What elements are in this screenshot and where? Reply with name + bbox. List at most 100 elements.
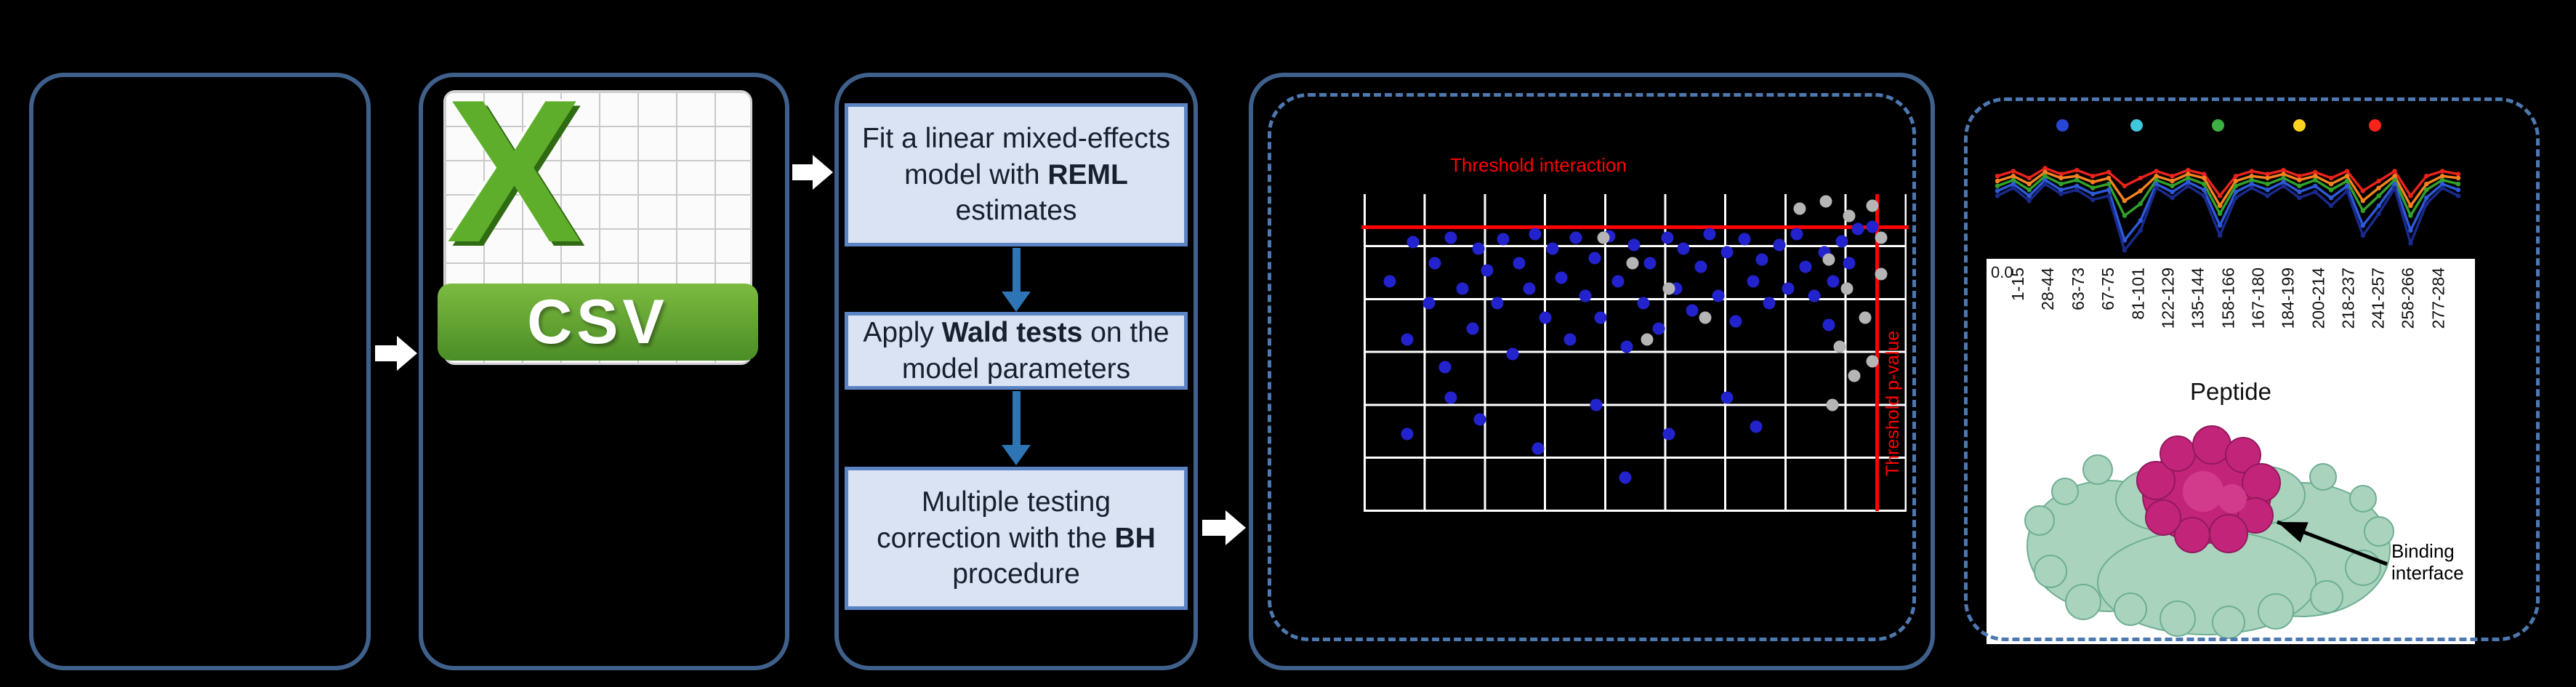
uptake-marker bbox=[2313, 174, 2318, 179]
peptide-tick: 1-15 bbox=[2008, 268, 2027, 302]
uptake-marker bbox=[2090, 191, 2096, 196]
peptide-tick: 167-180 bbox=[2248, 268, 2268, 329]
uptake-marker bbox=[2026, 181, 2032, 187]
uptake-marker bbox=[2170, 178, 2175, 184]
uptake-marker bbox=[2439, 177, 2445, 182]
peptide-tick: 158-166 bbox=[2218, 268, 2238, 329]
significant-point bbox=[1835, 235, 1848, 248]
condition-dot-icon bbox=[2293, 119, 2306, 132]
peptide-tick: 63-73 bbox=[2068, 268, 2088, 310]
uptake-marker bbox=[2058, 172, 2064, 177]
uptake-marker bbox=[2328, 203, 2334, 209]
significant-point bbox=[1827, 275, 1840, 288]
uptake-marker bbox=[2122, 213, 2128, 218]
flow-down-arrow-1-icon bbox=[1002, 248, 1031, 312]
uptake-marker bbox=[2074, 174, 2080, 179]
uptake-marker bbox=[2265, 172, 2270, 177]
uptake-marker bbox=[2281, 175, 2286, 181]
significant-point bbox=[1401, 427, 1414, 441]
threshold-pvalue-line bbox=[1875, 194, 1879, 511]
nonsignificant-point bbox=[1866, 199, 1879, 212]
nonsignificant-point bbox=[1626, 257, 1639, 270]
uptake-marker bbox=[2455, 188, 2460, 193]
uptake-marker bbox=[2344, 188, 2350, 193]
uptake-marker bbox=[2074, 167, 2080, 173]
significant-point bbox=[1782, 282, 1795, 295]
uptake-marker bbox=[2011, 181, 2016, 187]
peptide-tick: 241-257 bbox=[2368, 268, 2388, 329]
condition-dot-icon bbox=[2212, 119, 2224, 132]
uptake-marker bbox=[2360, 198, 2366, 204]
uptake-marker bbox=[2360, 223, 2366, 228]
step-bh-correction: Multiple testing correction with the BH … bbox=[845, 467, 1188, 610]
uptake-marker bbox=[2281, 167, 2286, 173]
uptake-marker bbox=[2328, 188, 2334, 193]
significant-point bbox=[1747, 275, 1760, 288]
significant-point bbox=[1755, 253, 1768, 266]
uptake-marker bbox=[2439, 185, 2445, 190]
uptake-marker bbox=[2233, 195, 2239, 201]
uptake-marker bbox=[2265, 175, 2270, 181]
excel-x-icon: X bbox=[446, 58, 582, 285]
significant-point bbox=[1808, 289, 1821, 302]
uptake-marker bbox=[2074, 183, 2080, 188]
significant-point bbox=[1627, 238, 1641, 252]
uptake-marker bbox=[2202, 188, 2207, 193]
uptake-marker bbox=[2186, 175, 2191, 181]
uptake-marker bbox=[2170, 195, 2175, 201]
uptake-marker bbox=[2026, 198, 2032, 204]
nonsignificant-point bbox=[1641, 333, 1654, 346]
significant-point bbox=[1466, 322, 1479, 335]
step-fit-model-text: Fit a linear mixed-effects model with RE… bbox=[861, 123, 1171, 227]
significant-point bbox=[1529, 228, 1542, 241]
uptake-marker bbox=[2042, 177, 2048, 182]
uptake-marker bbox=[2297, 177, 2302, 182]
significant-point bbox=[1513, 257, 1526, 270]
protein-surface-green bbox=[2024, 454, 2394, 639]
uptake-marker bbox=[2058, 191, 2064, 196]
threshold-interaction-label: Threshold interaction bbox=[1450, 154, 1627, 176]
uptake-marker bbox=[2090, 180, 2096, 185]
csv-file-icon: X CSV bbox=[438, 70, 758, 365]
uptake-marker bbox=[2122, 198, 2128, 204]
significant-point bbox=[1444, 231, 1457, 244]
significant-point bbox=[1611, 275, 1625, 288]
uptake-marker bbox=[2455, 193, 2460, 198]
significant-point bbox=[1637, 297, 1650, 310]
significant-point bbox=[1579, 289, 1592, 302]
significant-point bbox=[1594, 311, 1607, 324]
peptide-tick: 28-44 bbox=[2038, 268, 2058, 310]
panel-volcano-results bbox=[1249, 73, 1935, 670]
significant-point bbox=[1662, 427, 1675, 441]
uptake-marker bbox=[2042, 169, 2048, 174]
uptake-marker bbox=[2439, 174, 2445, 179]
uptake-marker bbox=[2154, 181, 2159, 187]
uptake-marker bbox=[2058, 188, 2064, 193]
uptake-marker bbox=[2122, 238, 2128, 243]
uptake-lines-chart bbox=[1995, 166, 2460, 253]
panel-experimental bbox=[29, 73, 371, 670]
significant-point bbox=[1738, 233, 1751, 246]
uptake-marker bbox=[2376, 211, 2381, 217]
nonsignificant-point bbox=[1793, 202, 1806, 215]
significant-point bbox=[1799, 260, 1812, 273]
uptake-marker bbox=[2408, 228, 2413, 233]
nonsignificant-point bbox=[1826, 398, 1839, 411]
flow-arrow-3-icon bbox=[1202, 510, 1246, 545]
uptake-marker bbox=[2360, 188, 2366, 193]
uptake-marker bbox=[2154, 177, 2159, 182]
uptake-marker bbox=[2392, 169, 2397, 174]
significant-point bbox=[1720, 391, 1734, 404]
uptake-marker bbox=[2439, 181, 2445, 187]
condition-dot-icon bbox=[2056, 119, 2069, 132]
uptake-marker bbox=[2058, 175, 2064, 181]
uptake-marker bbox=[2424, 188, 2429, 193]
binding-interface-arrow-icon bbox=[2277, 520, 2388, 566]
uptake-marker bbox=[1995, 193, 2000, 198]
significant-point bbox=[1428, 257, 1441, 270]
significant-point bbox=[1729, 315, 1742, 328]
uptake-marker bbox=[2170, 189, 2175, 195]
uptake-marker bbox=[2138, 175, 2143, 181]
nonsignificant-point bbox=[1833, 340, 1846, 353]
uptake-marker bbox=[1995, 183, 2000, 188]
